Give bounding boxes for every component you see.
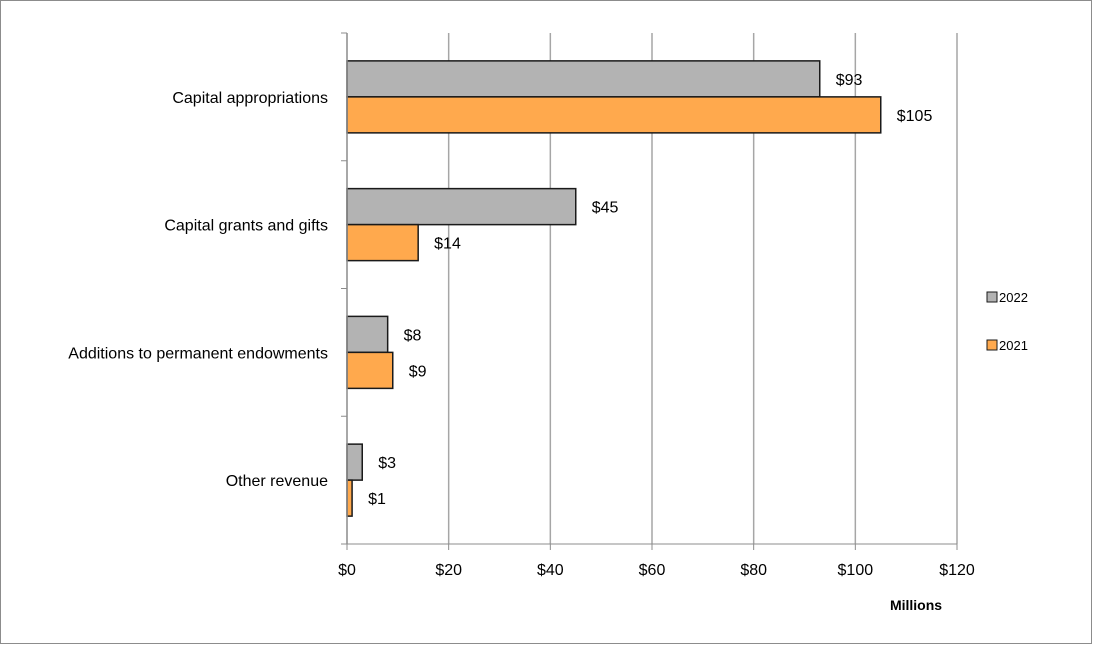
- bar-2021-1: [346, 223, 419, 262]
- legend-label: 2021: [999, 338, 1028, 353]
- category-label: Capital grants and gifts: [164, 218, 328, 235]
- bar-2022-0: [346, 60, 821, 98]
- legend-label: 2022: [999, 290, 1028, 305]
- data-label: $9: [409, 363, 427, 380]
- data-label: $45: [592, 200, 619, 217]
- bar-2022-3: [346, 443, 363, 481]
- x-tick-label: $100: [838, 562, 874, 579]
- data-label: $105: [897, 108, 933, 125]
- category-label: Other revenue: [226, 473, 328, 490]
- x-tick-label: $20: [435, 562, 462, 579]
- data-label: $8: [404, 327, 422, 344]
- bar-2021-3: [346, 479, 353, 517]
- x-tick-label: $60: [639, 562, 666, 579]
- category-label: Capital appropriations: [172, 90, 328, 107]
- x-tick-label: $40: [537, 562, 564, 579]
- x-axis-label: Millions: [890, 597, 942, 613]
- data-label: $93: [836, 72, 863, 89]
- axes: [341, 32, 958, 550]
- x-tick-label: $120: [939, 562, 975, 579]
- labels: $0 $20 $40 $60 $80 $100 $120 $93 $105 Capital app…: [68, 72, 1028, 579]
- legend: 2022 2021: [986, 290, 1028, 353]
- data-label: $1: [368, 491, 386, 508]
- bar-2022-1: [346, 187, 577, 226]
- bar-2021-0: [346, 96, 882, 134]
- bars: [346, 60, 882, 517]
- data-label: $14: [434, 236, 461, 253]
- data-label: $3: [378, 455, 396, 472]
- legend-swatch-2022: [986, 291, 998, 303]
- category-label: Additions to permanent endowments: [68, 345, 328, 362]
- bar-2022-2: [346, 315, 389, 354]
- x-tick-label: $80: [740, 562, 767, 579]
- legend-swatch-2021: [986, 339, 998, 351]
- bar-2021-2: [346, 351, 394, 390]
- x-tick-label: $0: [338, 562, 356, 579]
